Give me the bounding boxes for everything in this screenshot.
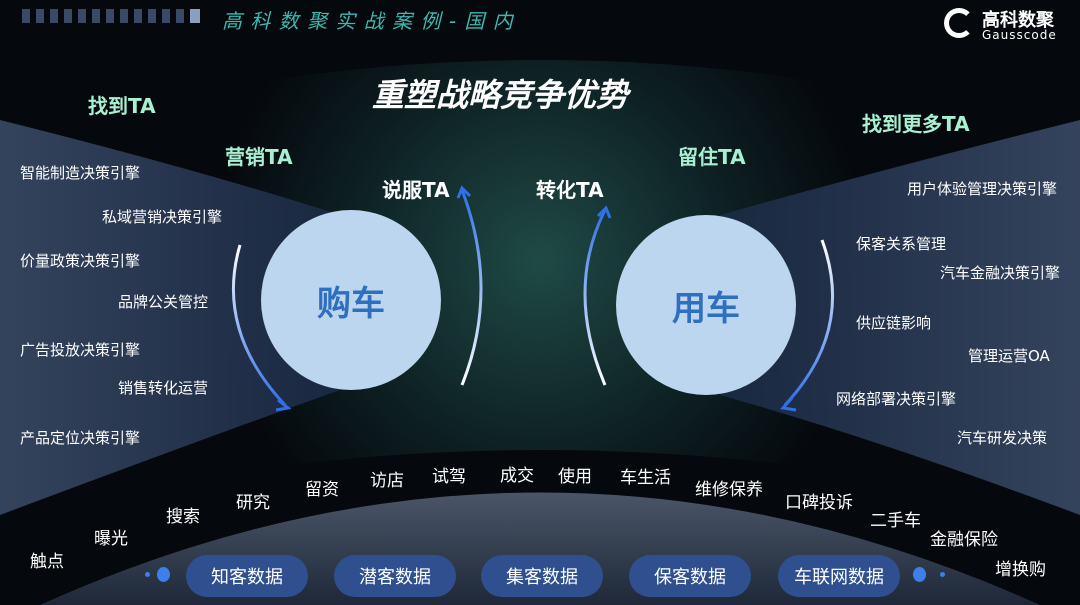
left-item: 智能制造决策引擎 <box>20 164 141 182</box>
left-item: 产品定位决策引擎 <box>20 429 141 447</box>
data-pill-zhike[interactable]: 知客数据 <box>186 555 308 597</box>
journey-step: 金融保险 <box>930 530 998 550</box>
journey-step: 留资 <box>305 480 339 500</box>
right-item: 用户体验管理决策引擎 <box>907 180 1058 198</box>
data-pill-jike[interactable]: 集客数据 <box>481 555 603 597</box>
ta-find-more: 找到更多TA <box>862 112 970 136</box>
logo-icon <box>944 8 974 38</box>
left-arc-arrow <box>231 244 287 407</box>
data-pill-qianke[interactable]: 潜客数据 <box>334 555 456 597</box>
data-pill-iov[interactable]: 车联网数据 <box>778 555 900 597</box>
journey-step: 使用 <box>558 467 592 487</box>
right-item: 网络部署决策引擎 <box>836 390 957 408</box>
right-item: 汽车研发决策 <box>957 429 1048 447</box>
right-item: 供应链影响 <box>856 314 932 332</box>
journey-step: 增换购 <box>995 560 1046 580</box>
ta-convert: 转化TA <box>536 178 604 202</box>
dot-indicator <box>145 572 150 577</box>
journey-step: 研究 <box>236 493 270 513</box>
left-item: 私域营销决策引擎 <box>102 208 223 226</box>
journey-step: 维修保养 <box>695 480 763 500</box>
journey-step: 车生活 <box>620 468 671 488</box>
persuade-arc-arrow <box>460 189 483 386</box>
dot-indicator <box>913 567 926 582</box>
dot-indicator <box>157 567 170 582</box>
logo-cn: 高科数聚 <box>982 10 1054 31</box>
journey-step: 二手车 <box>870 511 921 531</box>
right-arc-arrow <box>783 239 834 407</box>
circle-buy-car: 购车 <box>261 210 441 390</box>
series-title: 高 科 数 聚 实 战 案 例 - 国 内 <box>222 9 514 33</box>
ta-find: 找到TA <box>88 94 156 118</box>
left-item: 价量政策决策引擎 <box>20 252 141 270</box>
logo-en: Gausscode <box>982 28 1057 42</box>
data-pill-baoke[interactable]: 保客数据 <box>629 555 751 597</box>
ta-persuade: 说服TA <box>382 178 450 202</box>
journey-step: 搜索 <box>166 507 200 527</box>
convert-arc-arrow <box>583 209 607 386</box>
right-item: 管理运营OA <box>968 347 1050 365</box>
circle-use-car: 用车 <box>616 215 796 395</box>
journey-step: 曝光 <box>94 529 128 549</box>
journey-step: 访店 <box>370 471 404 491</box>
right-item: 保客关系管理 <box>856 235 947 253</box>
right-item: 汽车金融决策引擎 <box>940 264 1061 282</box>
dot-indicator <box>940 572 945 577</box>
journey-step: 成交 <box>500 466 534 486</box>
journey-step: 触点 <box>30 552 64 572</box>
left-item: 广告投放决策引擎 <box>20 341 141 359</box>
left-item: 销售转化运营 <box>118 379 209 397</box>
ta-market: 营销TA <box>225 145 293 169</box>
left-item: 品牌公关管控 <box>118 293 209 311</box>
journey-step: 口碑投诉 <box>785 493 853 513</box>
journey-step: 试驾 <box>432 467 466 487</box>
ta-retain: 留住TA <box>678 145 746 169</box>
page-title: 重塑战略竞争优势 <box>372 76 629 114</box>
